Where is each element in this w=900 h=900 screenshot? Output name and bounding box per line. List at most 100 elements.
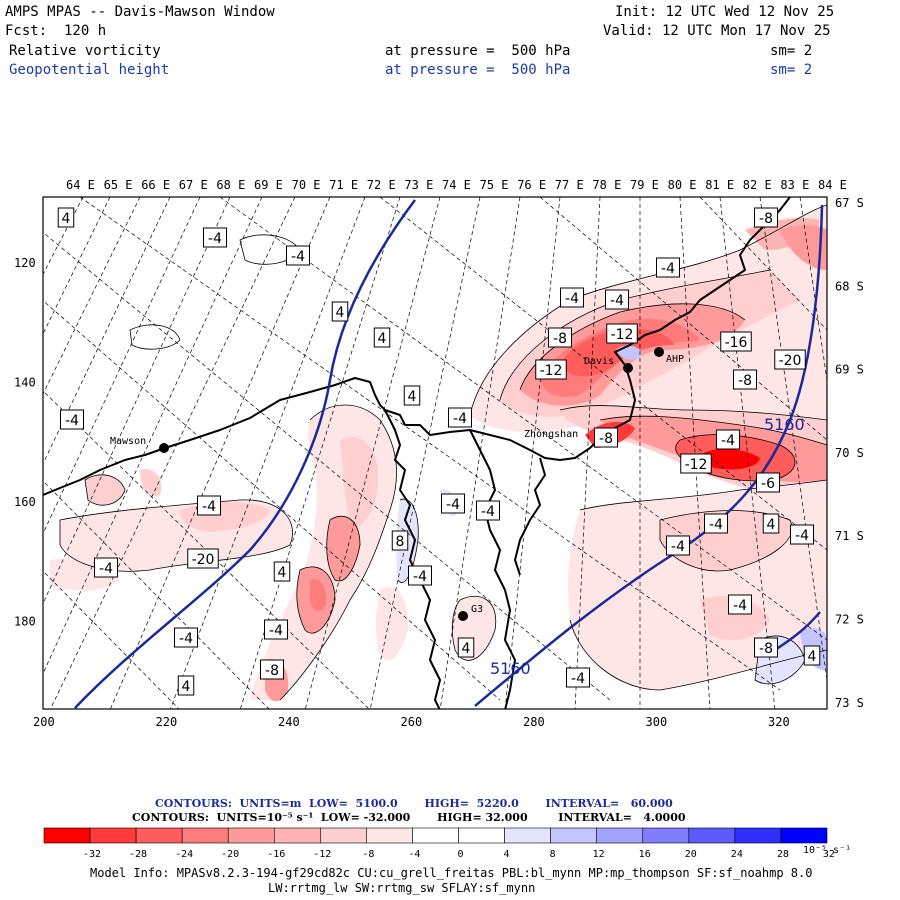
geopotential-contours <box>74 199 824 709</box>
vorticity-contour-label: -4 <box>656 257 680 278</box>
model-info: Model Info: MPASv8.2.3-194-gf29cd82c CU:… <box>90 866 813 880</box>
vorticity-contour-label-text: 4 <box>182 679 191 695</box>
vorticity-contour-label-text: -12 <box>685 457 708 473</box>
vorticity-contour-label-text: -8 <box>599 431 613 447</box>
colorbar-tick-label: 8 <box>550 849 556 860</box>
vorticity-contour-label-text: 4 <box>767 517 776 533</box>
vorticity-contour-label-text: -4 <box>733 598 747 614</box>
vorticity-contour-label: -12 <box>535 359 567 380</box>
vorticity-contour-label-text: -4 <box>610 293 624 309</box>
colorbar-tick-label: 0 <box>457 849 463 860</box>
vorticity-contour-label: -4 <box>408 565 432 586</box>
vorticity-contour-label-text: -4 <box>571 671 585 687</box>
vorticity-contour-label: -4 <box>264 619 288 640</box>
latitude-label: 68 S <box>835 279 864 293</box>
vorticity-contour-label: 4 <box>803 645 821 666</box>
station-label-zhongshan: Zhongshan <box>524 429 578 440</box>
vorticity-contour-label-text: -8 <box>759 211 773 227</box>
colorbar-tick-label: 16 <box>639 849 651 860</box>
vorticity-contour-label: -4 <box>560 287 584 308</box>
vorticity-contour-label-text: -6 <box>761 476 775 492</box>
colorbar-swatch <box>273 827 321 844</box>
vorticity-contour-label-text: -8 <box>759 641 773 657</box>
vorticity-contour-label: 4 <box>273 561 291 582</box>
vorticity-contour-label-text: -12 <box>540 363 563 379</box>
colorbar-units: 10⁻⁵ s⁻¹ <box>803 845 852 856</box>
grid-label-y: 140 <box>14 376 36 390</box>
vorticity-contour-label: -8 <box>754 207 778 228</box>
grid-label-y: 160 <box>14 495 36 509</box>
colorbar-tick-label: -28 <box>129 849 147 860</box>
colorbar-swatch <box>135 827 183 844</box>
vorticity-contour-label: -4 <box>716 429 740 450</box>
vorticity-contour-label: -8 <box>754 637 778 658</box>
vorticity-contour-label: 4 <box>177 675 195 696</box>
ahp-marker <box>654 347 664 357</box>
colorbar-tick-label: -16 <box>267 849 285 860</box>
vorticity-contour-label-text: -16 <box>725 335 748 351</box>
grid-label-x: 320 <box>768 715 790 729</box>
longitude-label: 67 E <box>179 178 208 192</box>
vorticity-contour-label: -4 <box>704 513 728 534</box>
colorbar-tick-label: 4 <box>504 849 510 860</box>
vorticity-contour-label-text: -8 <box>738 373 752 389</box>
vorticity-contour-label: -8 <box>260 659 284 680</box>
colorbar-tick-label: 12 <box>593 849 605 860</box>
vorticity-contour-label: -12 <box>680 453 712 474</box>
latitude-label: 67 S <box>835 196 864 210</box>
vorticity-contour-label-text: -4 <box>99 561 113 577</box>
vorticity-contour-label-text: -8 <box>265 663 279 679</box>
colorbar-swatch <box>504 827 551 844</box>
bottom-grid-labels: 200 220 240 260 280 300 320 <box>33 715 790 729</box>
vorticity-contour-label: -8 <box>733 369 757 390</box>
vorticity-contour-label-text: -4 <box>565 291 579 307</box>
latitude-label: 71 S <box>835 529 864 543</box>
colorbar-swatch <box>642 827 690 844</box>
latitude-label: 73 S <box>835 696 864 710</box>
legend-vorticity-contours: CONTOURS: UNITS=10⁻⁵ s⁻¹ LOW= -32.000 HI… <box>132 811 686 824</box>
vorticity-contour-label: -12 <box>606 323 638 344</box>
colorbar-tick-label: -8 <box>362 849 374 860</box>
vorticity-contour-label-text: -4 <box>291 249 305 265</box>
colorbar-tick-label: -20 <box>221 849 239 860</box>
colorbar-swatch <box>227 827 275 844</box>
mawson-marker <box>159 443 169 453</box>
vorticity-contour-label-text: -4 <box>671 539 685 555</box>
valid-time: Valid: 12 UTC Mon 17 Nov 25 <box>603 23 831 39</box>
left-grid-labels: 120 140 160 180 <box>14 256 36 629</box>
vorticity-contour-label-text: 4 <box>62 211 71 227</box>
station-label-davis: Davis <box>584 356 614 367</box>
vorticity-contour-label: -4 <box>728 594 752 615</box>
graticule <box>43 197 827 709</box>
plot-frame <box>42 196 828 710</box>
longitude-labels: 64 E 65 E 66 E 67 E 68 E 69 E 70 E 71 E 72 E 73 E… <box>66 178 847 192</box>
vorticity-contour-label-text: 8 <box>396 534 405 550</box>
field1-level: at pressure = 500 hPa <box>385 43 571 59</box>
vorticity-contour-label: -6 <box>756 472 780 493</box>
vorticity-contour-label-text: -4 <box>179 631 193 647</box>
colorbar-swatch <box>458 827 505 844</box>
vorticity-contour-label: -4 <box>203 227 227 248</box>
vorticity-contour-label: 4 <box>373 327 391 348</box>
colorbar-tick-label: -24 <box>175 849 193 860</box>
vorticity-contour-label: -4 <box>286 245 310 266</box>
colorbar-swatch <box>688 827 736 844</box>
longitude-label: 84 E <box>818 178 847 192</box>
vorticity-contour-label: -4 <box>476 500 500 521</box>
field1-name: Relative vorticity <box>9 43 161 59</box>
vorticity-contour-label-text: -4 <box>721 433 735 449</box>
height-label: 5160 <box>764 415 805 434</box>
colorbar-swatch <box>550 827 598 844</box>
longitude-label: 72 E <box>367 178 396 192</box>
vorticity-labels: 4 -4 -4 4 4 -4 -4 -8 -4 -16 -8 -12 -12 -20 -8 4 -4 -4 -4 -4… <box>57 207 821 696</box>
vorticity-contour-label: -4 <box>174 627 198 648</box>
grid-label-x: 220 <box>156 715 178 729</box>
longitude-label: 76 E <box>517 178 546 192</box>
longitude-label: 68 E <box>216 178 245 192</box>
longitude-label: 77 E <box>555 178 584 192</box>
davis-marker <box>623 363 633 373</box>
vorticity-contour-label-text: -4 <box>65 413 79 429</box>
vorticity-contour-label: 4 <box>762 513 780 534</box>
vorticity-contour-label-text: 4 <box>808 649 817 665</box>
station-label-mawson: Mawson <box>110 436 146 447</box>
